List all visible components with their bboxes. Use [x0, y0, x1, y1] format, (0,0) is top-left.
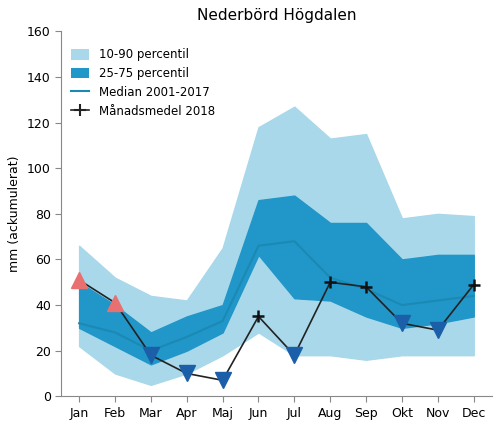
Title: Nederbörd Högdalen: Nederbörd Högdalen — [196, 8, 356, 24]
Legend: 10-90 percentil, 25-75 percentil, Median 2001-2017, Månadsmedel 2018: 10-90 percentil, 25-75 percentil, Median… — [72, 48, 215, 118]
Y-axis label: mm (ackumulerat): mm (ackumulerat) — [8, 156, 22, 272]
